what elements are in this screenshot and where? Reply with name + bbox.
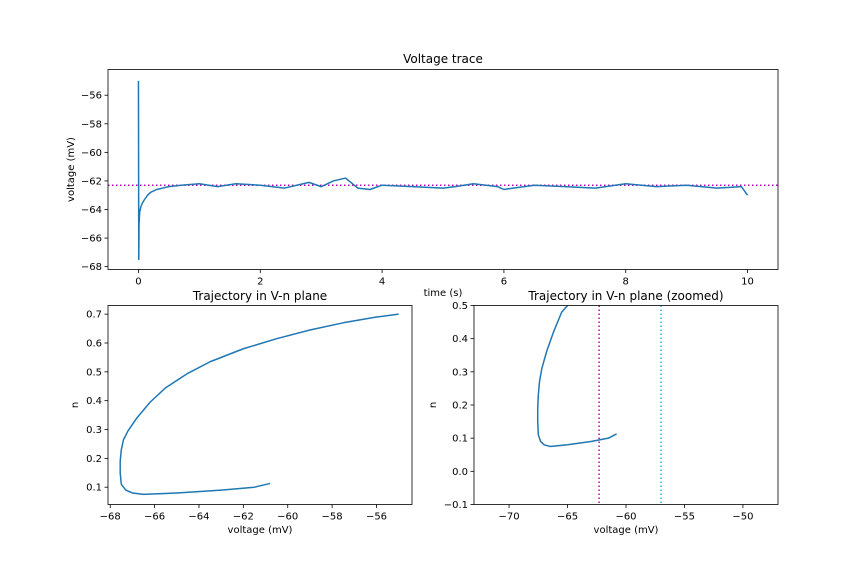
voltage-ytick-label: −68 (81, 262, 102, 273)
vn-xtick-label: −64 (188, 512, 209, 523)
voltage-xtick-label: 6 (501, 277, 507, 288)
voltage-ytick-label: −60 (81, 148, 102, 159)
voltage-xtick-label: 8 (623, 277, 629, 288)
vn-zoomed-ytick-label: 0.3 (452, 367, 468, 378)
vn-zoomed-ylabel: n (428, 402, 439, 408)
vn-ylabel: n (70, 402, 81, 408)
vn-title: Trajectory in V-n plane (192, 289, 327, 303)
voltage-axes-frame (107, 69, 779, 270)
voltage-ylabel: voltage (mV) (66, 137, 77, 202)
vn-xtick-label: −58 (322, 512, 343, 523)
vn-zoomed-series-line (536, 305, 617, 448)
voltage-xtick-label: 10 (741, 277, 754, 288)
vn-zoomed-ytick-label: 0.1 (452, 434, 468, 445)
panel-voltage-trace: 0 2 4 6 8 10 −68 −66 −64 −62 −60 −58 −56 Voltage tra… (66, 52, 779, 299)
voltage-ytick-label: −62 (81, 176, 102, 187)
voltage-series-line (137, 80, 749, 261)
vn-zoomed-xtick-label: −60 (615, 512, 636, 523)
vn-ytick-label: 0.3 (86, 425, 102, 436)
vn-zoomed-ticks: −70 −65 −60 −55 −50 −0.1 0.0 0.1 0.2 0.3 0.4 0.5 (444, 301, 754, 523)
vn-zoomed-xtick-label: −55 (674, 512, 695, 523)
vn-series (119, 313, 399, 496)
voltage-ytick-label: −58 (81, 119, 102, 130)
vn-xlabel: voltage (mV) (228, 525, 293, 536)
vn-zoomed-xtick-label: −70 (499, 512, 520, 523)
voltage-xtick-label: 0 (135, 277, 141, 288)
vn-zoomed-title: Trajectory in V-n plane (zoomed) (527, 289, 723, 303)
vn-xtick-label: −66 (144, 512, 165, 523)
vn-ytick-label: 0.6 (86, 338, 102, 349)
panel-vn-plane-zoomed: −70 −65 −60 −55 −50 −0.1 0.0 0.1 0.2 0.3 0.4 0.5 Tr… (428, 289, 779, 536)
vn-ytick-label: 0.4 (86, 396, 102, 407)
vn-zoomed-ytick-label: 0.5 (452, 301, 468, 312)
vn-series-line (119, 313, 399, 496)
voltage-ytick-label: −56 (81, 91, 102, 102)
vn-zoomed-ytick-label: −0.1 (444, 500, 468, 511)
vn-xtick-label: −62 (233, 512, 254, 523)
vn-xtick-label: −60 (277, 512, 298, 523)
vn-xtick-label: −56 (366, 512, 387, 523)
vn-zoomed-xlabel: voltage (mV) (594, 525, 659, 536)
vn-zoomed-series (536, 305, 617, 448)
voltage-xlabel: time (s) (424, 288, 463, 299)
vn-zoomed-xtick-label: −50 (732, 512, 753, 523)
vn-ytick-label: 0.7 (86, 310, 102, 321)
voltage-ytick-label: −66 (81, 234, 102, 245)
vn-zoomed-ytick-label: 0.2 (452, 401, 468, 412)
vn-ytick-label: 0.1 (86, 483, 102, 494)
vn-ytick-label: 0.5 (86, 367, 102, 378)
voltage-ticks: 0 2 4 6 8 10 −68 −66 −64 −62 −60 −58 −56 (81, 91, 754, 288)
vn-zoomed-xtick-label: −65 (557, 512, 578, 523)
vn-zoomed-ytick-label: 0.4 (452, 334, 468, 345)
vn-axes-frame (107, 305, 413, 505)
voltage-xtick-label: 2 (257, 277, 263, 288)
vn-xtick-label: −68 (100, 512, 121, 523)
panel-vn-plane: −68 −66 −64 −62 −60 −58 −56 0.1 0.2 0.3 0.4 0.5 0.6 0… (70, 289, 413, 536)
vn-zoomed-reference-lines (598, 305, 662, 505)
vn-ticks: −68 −66 −64 −62 −60 −58 −56 0.1 0.2 0.3 0.4 0.5 0.6 0… (86, 310, 387, 523)
vn-zoomed-ytick-label: 0.0 (452, 467, 468, 478)
voltage-xtick-label: 4 (379, 277, 385, 288)
vn-ytick-label: 0.2 (86, 454, 102, 465)
voltage-ytick-label: −64 (81, 205, 102, 216)
voltage-title: Voltage trace (403, 52, 483, 66)
voltage-series (137, 80, 749, 261)
